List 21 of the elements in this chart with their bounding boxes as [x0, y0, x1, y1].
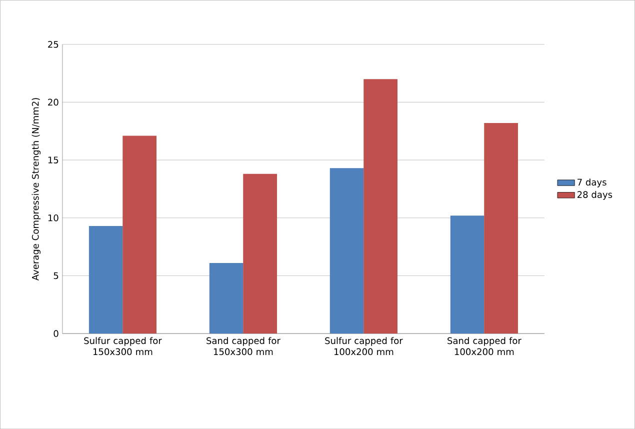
y-tick-label: 0 [54, 330, 58, 337]
bar [243, 174, 277, 334]
bar [364, 79, 398, 334]
y-tick-label: 15 [48, 156, 58, 164]
bar [122, 136, 157, 334]
y-tick-label: 5 [54, 272, 58, 280]
bar [484, 122, 518, 334]
y-axis-title: Average Compressive Strength (N/mm2) [32, 98, 41, 280]
x-tick-label: Sulfur capped for 150x300 mm [84, 337, 162, 356]
bar [450, 216, 484, 334]
bar [330, 168, 364, 334]
bar [88, 226, 123, 334]
bar [209, 262, 244, 334]
y-tick-label: 10 [48, 214, 58, 222]
y-tick-label: 25 [48, 40, 58, 48]
x-tick-label: Sulfur capped for 100x200 mm [325, 337, 403, 356]
legend-label: 7 days [578, 178, 606, 188]
y-tick-label: 20 [48, 98, 58, 106]
x-tick-label: Sand capped for 100x200 mm [448, 337, 522, 356]
x-tick-label: Sand capped for 150x300 mm [206, 337, 280, 356]
legend-label: 28 days [577, 190, 612, 200]
